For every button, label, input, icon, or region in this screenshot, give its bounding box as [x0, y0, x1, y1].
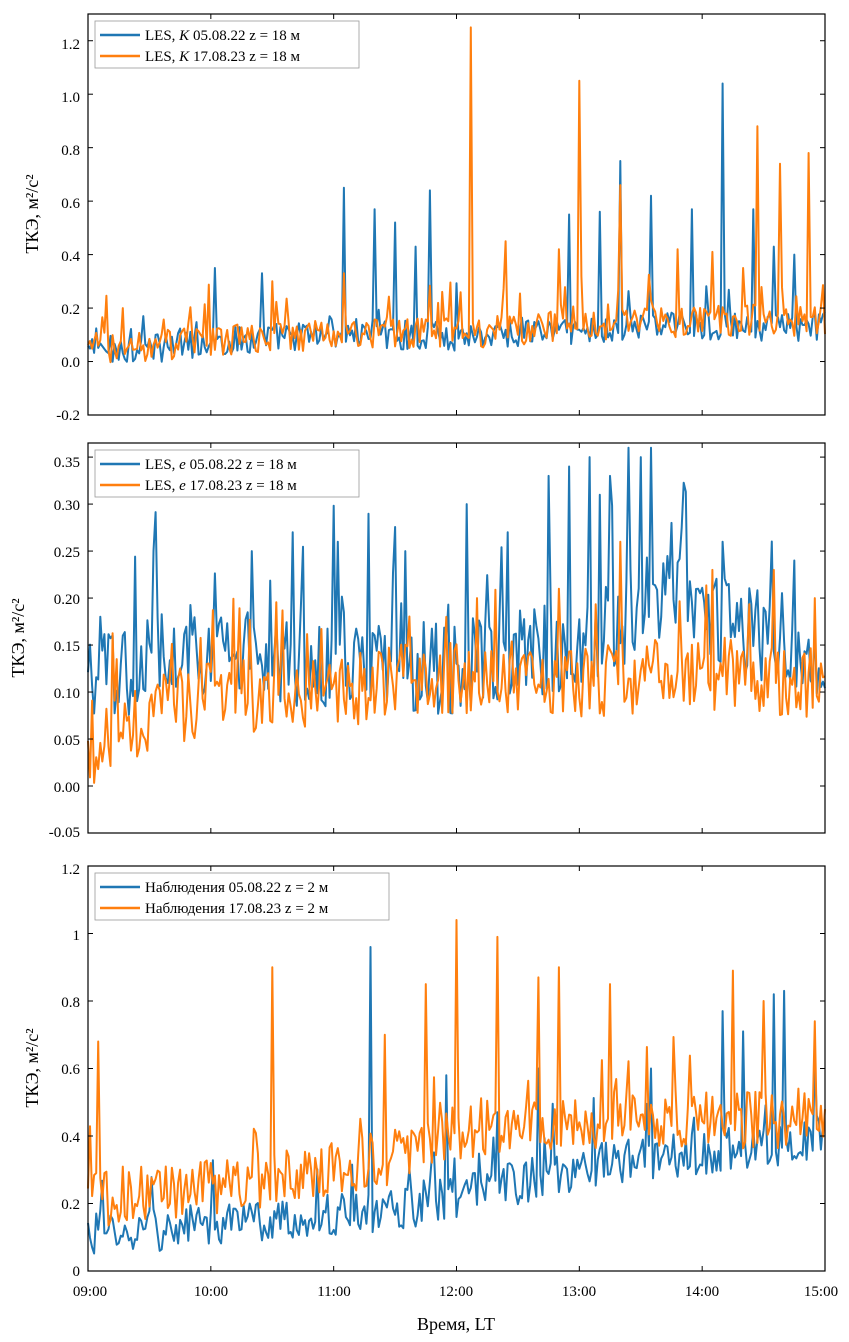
y-tick-label: 1.2: [61, 37, 80, 53]
y-tick-label: 0.0: [61, 355, 80, 371]
y-tick-label: 0.4: [61, 1130, 80, 1146]
x-axis-label: Время, LT: [417, 1314, 495, 1334]
legend-label-series-2: Наблюдения 17.08.23 z = 2 м: [145, 901, 329, 917]
x-tick-label: 15:00: [804, 1284, 838, 1300]
y-tick-label: 0.8: [61, 143, 80, 159]
legend: Наблюдения 05.08.22 z = 2 м Наблюдения 1…: [94, 872, 390, 921]
y-tick-label: 0.30: [54, 498, 80, 514]
y-tick-label: 0.20: [54, 592, 80, 608]
y-tick-label: 0.2: [61, 1197, 80, 1213]
y-tick-label: 0.00: [54, 780, 80, 796]
series-line-2: [87, 540, 826, 784]
chart-panel-bottom: 0 0.2 0.4 0.6 0.8 1 1.2 ТКЭ, м²/с² 09:00…: [22, 862, 838, 1334]
series-lines: [87, 26, 826, 364]
y-axis-label: ТКЭ, м²/с²: [22, 1028, 42, 1107]
chart-panel-top: -0.2 0.0 0.2 0.4 0.6 0.8 1.0 1.2 ТКЭ, м²…: [22, 13, 826, 424]
plot-frame: [87, 442, 826, 834]
x-tick-label: 14:00: [685, 1284, 719, 1300]
y-tick-label: 1.2: [61, 862, 80, 878]
legend: LES, K 05.08.22 z = 18 м LES, K 17.08.23…: [94, 20, 360, 69]
y-tick-label: 0.8: [61, 995, 80, 1011]
y-axis-label: ТКЭ, м²/с²: [22, 174, 42, 253]
x-tick-label: 10:00: [194, 1284, 228, 1300]
legend-label-series-2: LES, e 17.08.23 z = 18 м: [145, 478, 297, 494]
series-line-2: [87, 919, 826, 1227]
x-tick-label: 12:00: [439, 1284, 473, 1300]
y-tick-label: 0.10: [54, 686, 80, 702]
legend-label-series-1: LES, e 05.08.22 z = 18 м: [145, 457, 297, 473]
y-tick-label: 0.4: [61, 249, 80, 265]
y-tick-label: 0.05: [54, 733, 80, 749]
y-tick-label: 0.35: [54, 455, 80, 471]
series-line-2: [87, 26, 826, 364]
chart-panel-middle: -0.05 0.00 0.05 0.10 0.15 0.20 0.25 0.30…: [8, 442, 826, 841]
y-tick-label: 0.6: [61, 196, 80, 212]
y-tick-label: 0: [73, 1264, 81, 1280]
axis-ticks: [87, 865, 826, 1272]
legend-box: [94, 20, 360, 69]
x-tick-label: 11:00: [317, 1284, 351, 1300]
y-axis-label: ТКЭ, м²/с²: [8, 598, 28, 677]
legend-label-series-1: LES, K 05.08.22 z = 18 м: [145, 28, 301, 44]
legend-label-series-2: LES, K 17.08.23 z = 18 м: [145, 49, 301, 65]
series-lines: [87, 919, 826, 1255]
legend: LES, e 05.08.22 z = 18 м LES, e 17.08.23…: [94, 449, 360, 498]
y-tick-label: 0.15: [54, 639, 80, 655]
axis-ticks: [87, 443, 826, 834]
y-tick-label: 0.6: [61, 1062, 80, 1078]
x-tick-label: 13:00: [562, 1284, 596, 1300]
x-tick-label: 09:00: [73, 1284, 107, 1300]
legend-box: [94, 872, 390, 921]
axis-ticks: [87, 14, 826, 416]
legend-box: [94, 449, 360, 498]
series-line-1: [87, 446, 826, 716]
y-tick-label: 1: [73, 928, 81, 944]
y-tick-label: -0.05: [49, 825, 80, 841]
series-line-1: [87, 946, 826, 1255]
y-tick-label: 0.25: [54, 545, 80, 561]
legend-label-series-1: Наблюдения 05.08.22 z = 2 м: [145, 880, 329, 896]
series-lines: [87, 446, 826, 784]
y-tick-label: 0.2: [61, 302, 80, 318]
y-tick-label: 1.0: [61, 90, 80, 106]
y-tick-label: -0.2: [56, 408, 80, 424]
